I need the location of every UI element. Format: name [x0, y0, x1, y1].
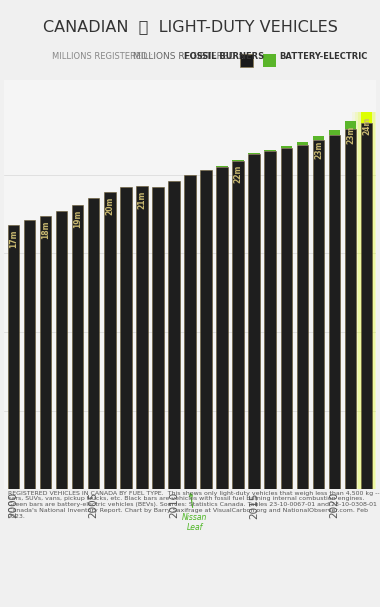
- Bar: [136, 186, 147, 489]
- Bar: [200, 170, 212, 489]
- Text: MILLIONS REGISTERED ::: MILLIONS REGISTERED ::: [133, 52, 247, 61]
- Text: 18m: 18m: [41, 220, 50, 239]
- Bar: [264, 151, 276, 489]
- Bar: [280, 148, 292, 489]
- Bar: [345, 129, 356, 489]
- Bar: [329, 135, 340, 489]
- Bar: [233, 161, 244, 489]
- Bar: [313, 140, 324, 489]
- Bar: [216, 167, 228, 489]
- Bar: [24, 220, 35, 489]
- Bar: [104, 192, 116, 489]
- FancyBboxPatch shape: [240, 53, 253, 67]
- Text: CANADIAN  🚗  LIGHT-DUTY VEHICLES: CANADIAN 🚗 LIGHT-DUTY VEHICLES: [43, 19, 337, 35]
- Bar: [8, 225, 19, 489]
- Bar: [361, 112, 372, 123]
- FancyBboxPatch shape: [263, 53, 276, 67]
- Text: 17m: 17m: [9, 230, 18, 248]
- Text: 22m: 22m: [234, 164, 243, 183]
- Bar: [264, 150, 276, 151]
- Bar: [233, 160, 244, 161]
- Text: BATTERY-ELECTRIC: BATTERY-ELECTRIC: [279, 52, 368, 61]
- Bar: [152, 188, 164, 489]
- Text: 24m: 24m: [362, 117, 371, 135]
- Bar: [120, 188, 131, 489]
- Bar: [168, 181, 180, 489]
- Text: 20m: 20m: [105, 197, 114, 215]
- Bar: [72, 205, 84, 489]
- Text: 23m: 23m: [346, 126, 355, 144]
- Text: MILLIONS REGISTERED ::: MILLIONS REGISTERED ::: [52, 52, 158, 61]
- Bar: [358, 112, 375, 489]
- Bar: [296, 145, 308, 489]
- Text: 21m: 21m: [137, 191, 146, 209]
- Text: 23m: 23m: [314, 140, 323, 159]
- Bar: [88, 198, 100, 489]
- Bar: [40, 215, 51, 489]
- Bar: [249, 154, 260, 489]
- Bar: [296, 142, 308, 145]
- Bar: [313, 136, 324, 140]
- Bar: [184, 175, 196, 489]
- Text: Nissan
Leaf: Nissan Leaf: [182, 493, 207, 532]
- Bar: [361, 123, 372, 489]
- Text: 19m: 19m: [73, 209, 82, 228]
- Text: FOSSIL BURNERS: FOSSIL BURNERS: [184, 52, 264, 61]
- Bar: [56, 211, 67, 489]
- Bar: [345, 121, 356, 129]
- Bar: [280, 146, 292, 148]
- Text: REGISTERED VEHICLES IN CANADA BY FUEL TYPE.  This shows only light-duty vehicles: REGISTERED VEHICLES IN CANADA BY FUEL TY…: [8, 490, 379, 519]
- Bar: [329, 130, 340, 135]
- Bar: [352, 112, 380, 489]
- Bar: [355, 112, 378, 489]
- Bar: [249, 153, 260, 154]
